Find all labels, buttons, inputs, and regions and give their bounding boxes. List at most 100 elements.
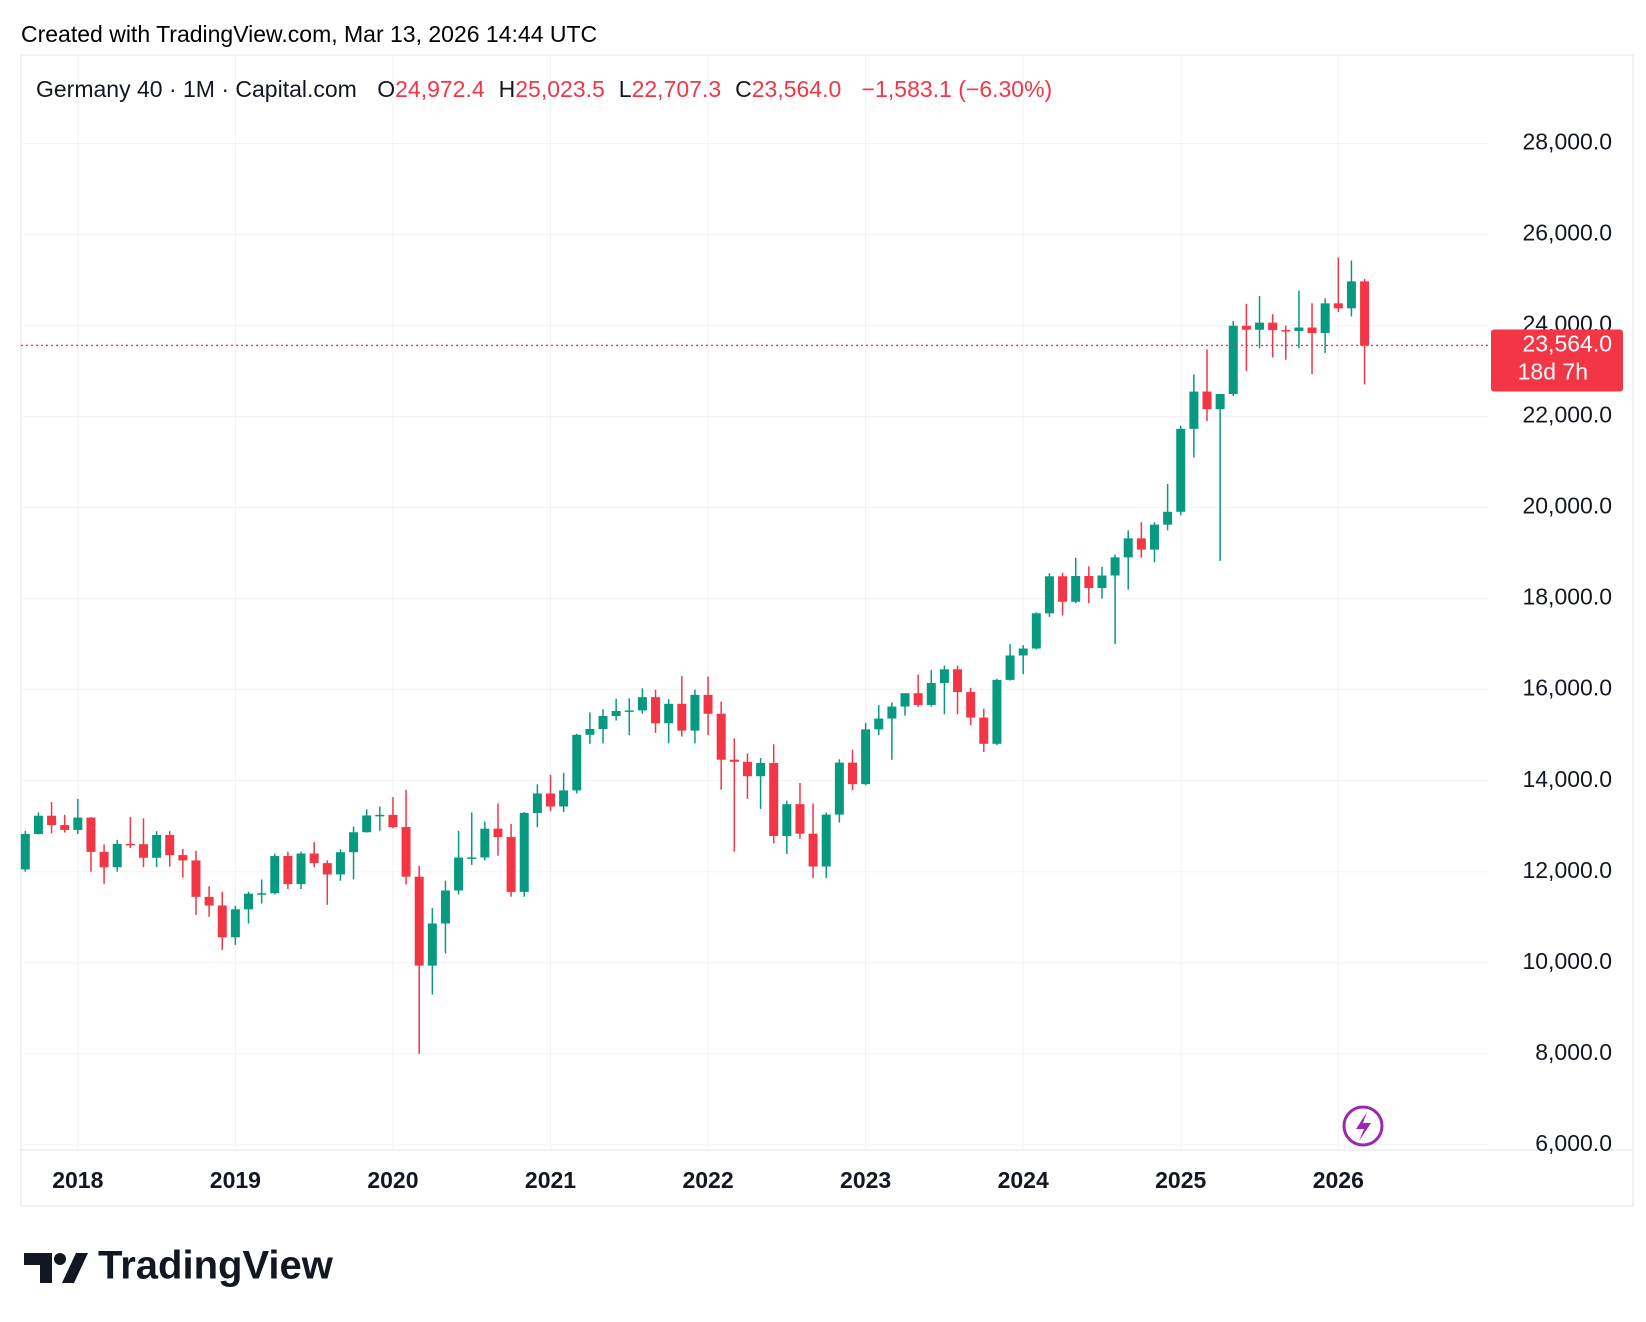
candle-body (506, 837, 516, 892)
candle-body (769, 763, 779, 837)
candle-body (349, 832, 359, 853)
candle-body (821, 814, 831, 867)
x-tick-label: 2021 (525, 1167, 576, 1193)
y-tick-label: 18,000.0 (1522, 584, 1612, 610)
logo: TradingView (24, 1244, 334, 1288)
candle-body (217, 905, 227, 938)
candle-body (887, 706, 897, 719)
candle-body (939, 669, 949, 683)
candle-body (742, 761, 752, 777)
candle-body (795, 804, 805, 834)
candle-body (73, 817, 83, 830)
x-tick-label: 2024 (998, 1167, 1049, 1193)
candle-body (572, 734, 582, 791)
candle-body (546, 793, 555, 807)
candle-body (651, 697, 661, 724)
candle-body (191, 860, 201, 897)
candle-body (1202, 391, 1212, 410)
candle-body (1346, 281, 1356, 309)
x-tick-label: 2018 (52, 1167, 103, 1193)
y-tick-label: 14,000.0 (1522, 766, 1612, 792)
candle-body (47, 815, 57, 826)
candle-body (834, 762, 844, 815)
candle-body (900, 693, 910, 707)
candle-body (335, 852, 345, 875)
candle-body (1228, 325, 1238, 395)
candle-body (454, 857, 464, 891)
candle-body (401, 827, 411, 877)
x-tick-label: 2022 (682, 1167, 733, 1193)
candle-body (152, 835, 162, 858)
y-tick-label: 20,000.0 (1522, 493, 1612, 519)
y-tick-label: 12,000.0 (1522, 857, 1612, 883)
y-tick-label: 8,000.0 (1535, 1039, 1612, 1065)
candle-body (585, 728, 595, 735)
y-tick-label: 10,000.0 (1522, 948, 1612, 974)
y-tick-label: 22,000.0 (1522, 402, 1612, 428)
candle-body (1005, 655, 1015, 680)
candles (20, 257, 1370, 1054)
logo-text: TradingView (98, 1244, 334, 1288)
last-price-label: 23,564.0 (1522, 331, 1612, 357)
candle-body (125, 843, 135, 846)
ohlc-item: O24,972.4 (377, 76, 484, 102)
candle-body (756, 763, 766, 777)
candle-body (1058, 576, 1068, 602)
ohlc-value: 24,972.4 (395, 76, 485, 102)
candle-body (86, 817, 96, 852)
grid (21, 55, 1488, 1150)
candle-body (703, 694, 713, 714)
x-tick-label: 2023 (840, 1167, 891, 1193)
candle-body (716, 713, 726, 760)
candle-body (322, 863, 332, 875)
candle-body (99, 851, 109, 868)
logo-dot (54, 1253, 66, 1265)
ohlc-value: 22,707.3 (631, 76, 722, 102)
chart-frame (20, 54, 1634, 1207)
candle-body (992, 679, 1002, 744)
ohlc-item: H25,023.5 (499, 76, 605, 102)
candle-body (1333, 303, 1343, 309)
candle-body (283, 856, 293, 885)
last-price-box (1491, 329, 1623, 392)
x-tick-label: 2026 (1313, 1167, 1364, 1193)
ohlc: O24,972.4 H25,023.5 L22,707.3 C23,564.0 (363, 76, 841, 102)
candle-body (1307, 327, 1317, 334)
candle-body (480, 828, 490, 858)
ohlc-item: C23,564.0 (735, 76, 841, 102)
candle-body (874, 718, 884, 730)
candle-body (1163, 511, 1173, 525)
symbol: Germany 40 · 1M · Capital.com (36, 76, 357, 102)
ohlc-label: O (377, 76, 396, 102)
candle-body (204, 896, 214, 906)
candle-body (493, 828, 503, 838)
lightning-icon[interactable] (1342, 1105, 1384, 1147)
candle-body (664, 703, 674, 724)
candle-body (20, 833, 30, 870)
candle-body (296, 853, 306, 885)
y-tick-label: 16,000.0 (1522, 675, 1612, 701)
candle-body (1110, 557, 1120, 576)
x-tick-label: 2019 (210, 1167, 261, 1193)
candle-body (1255, 322, 1265, 330)
candle-body (375, 814, 385, 817)
candle-body (388, 814, 398, 828)
candle-body (1320, 303, 1330, 334)
ohlc-value: 23,564.0 (751, 76, 842, 102)
candle-body (690, 694, 700, 731)
legend: Germany 40 · 1M · Capital.com O24,972.4 H… (36, 76, 1052, 103)
candle-body (611, 711, 621, 717)
candle-body (1149, 524, 1159, 550)
candle-body (165, 835, 175, 856)
candle-body (1123, 538, 1133, 558)
ohlc-label: H (498, 76, 516, 102)
ohlc-label: C (735, 76, 752, 102)
candle-body (729, 759, 739, 762)
candle-body (782, 804, 792, 837)
candle-body (598, 716, 608, 729)
ohlc-value: 25,023.5 (515, 76, 605, 102)
watermark: Created with TradingView.com, Mar 13, 20… (21, 21, 597, 47)
candle-body (1136, 538, 1146, 550)
candle-body (33, 815, 43, 834)
candle-body (1189, 391, 1199, 429)
